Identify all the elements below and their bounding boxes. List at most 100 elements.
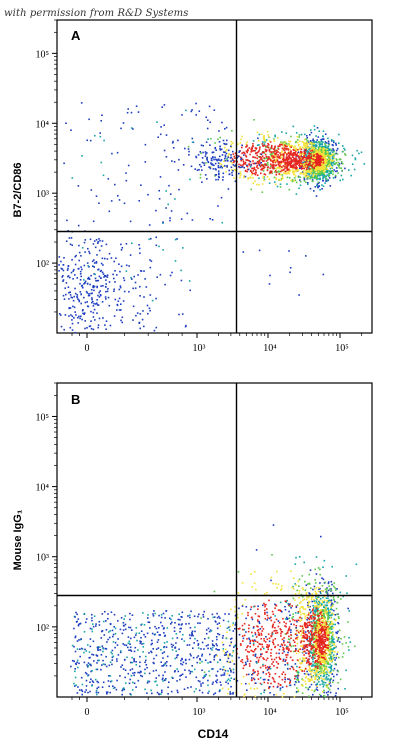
event-dot [122,629,125,631]
event-dot [315,671,317,673]
event-dot [230,677,233,679]
event-dot [68,298,70,300]
event-dot [309,633,312,636]
event-dot [113,613,116,616]
event-dot [308,665,310,668]
event-dot [317,146,320,149]
event-dot [306,662,308,664]
event-dot [350,174,352,177]
event-dot [260,172,262,175]
event-dot [315,166,317,168]
event-dot [315,684,317,686]
event-dot [307,621,309,624]
event-dot [339,591,342,594]
event-dot [174,238,177,241]
event-dot [329,657,331,660]
event-dot [330,666,332,668]
event-dot [312,588,314,591]
event-dot [324,628,326,631]
event-dot [327,615,329,617]
event-dot [276,666,279,669]
event-dot [220,163,223,165]
event-dot [307,640,309,642]
event-dot [104,296,107,298]
event-dot [330,172,332,174]
event-dot [286,166,288,169]
event-dot [320,670,322,672]
event-dot [302,679,305,681]
event-dot [306,166,309,169]
event-dot [94,277,97,280]
event-dot [302,156,305,158]
event-dot [305,255,307,257]
event-dot [174,622,176,624]
event-dot [272,639,275,641]
event-dot [317,651,320,653]
event-dot [81,690,84,693]
event-dot [282,157,285,160]
event-dot [323,681,325,684]
event-dot [305,173,307,175]
event-dot [193,668,196,671]
event-dot [285,622,287,625]
event-dot [240,683,243,685]
event-dot [207,662,209,664]
event-dot [311,600,313,603]
event-dot [339,158,342,161]
event-dot [295,158,298,160]
event-dot [277,154,279,156]
event-dot [143,633,145,636]
event-dot [318,620,321,622]
event-dot [312,148,314,151]
event-dot [308,644,311,647]
event-dot [315,607,318,610]
event-dot [270,160,272,162]
event-dot [81,309,84,312]
event-dot [310,129,312,131]
event-dot [325,672,327,675]
event-dot [165,207,167,209]
event-dot [305,626,308,629]
event-dot [356,149,358,152]
event-dot [102,648,105,650]
event-dot [252,145,254,147]
event-dot [219,149,222,151]
event-dot [79,648,81,650]
event-dot [317,624,319,626]
event-dot [323,615,325,618]
event-dot [159,634,161,636]
event-dot [337,172,339,174]
event-dot [219,145,221,148]
event-dot [92,311,95,314]
event-dot [74,311,76,313]
event-dot [287,148,289,150]
event-dot [318,612,320,614]
event-dot [308,662,311,664]
event-dot [217,170,220,173]
event-dot [321,601,324,603]
x-tick-label: 10⁴ [263,343,277,354]
event-dot [332,642,335,645]
event-dot [214,146,217,149]
event-dot [333,675,335,678]
event-dot [268,182,271,184]
event-dot [311,652,313,655]
event-dot [325,597,328,599]
event-dot [237,592,240,594]
event-dot [313,641,315,644]
event-dot [150,651,153,654]
event-dot [317,621,319,624]
event-dot [310,172,312,175]
event-dot [284,633,287,635]
event-dot [302,651,304,653]
event-dot [163,104,166,106]
event-dot [169,217,171,219]
event-dot [331,583,333,586]
event-dot [221,154,224,156]
event-dot [314,631,317,634]
event-dot [322,150,324,152]
event-dot [316,127,319,129]
event-dot [302,685,304,687]
event-dot [311,146,314,149]
event-dot [324,176,327,178]
